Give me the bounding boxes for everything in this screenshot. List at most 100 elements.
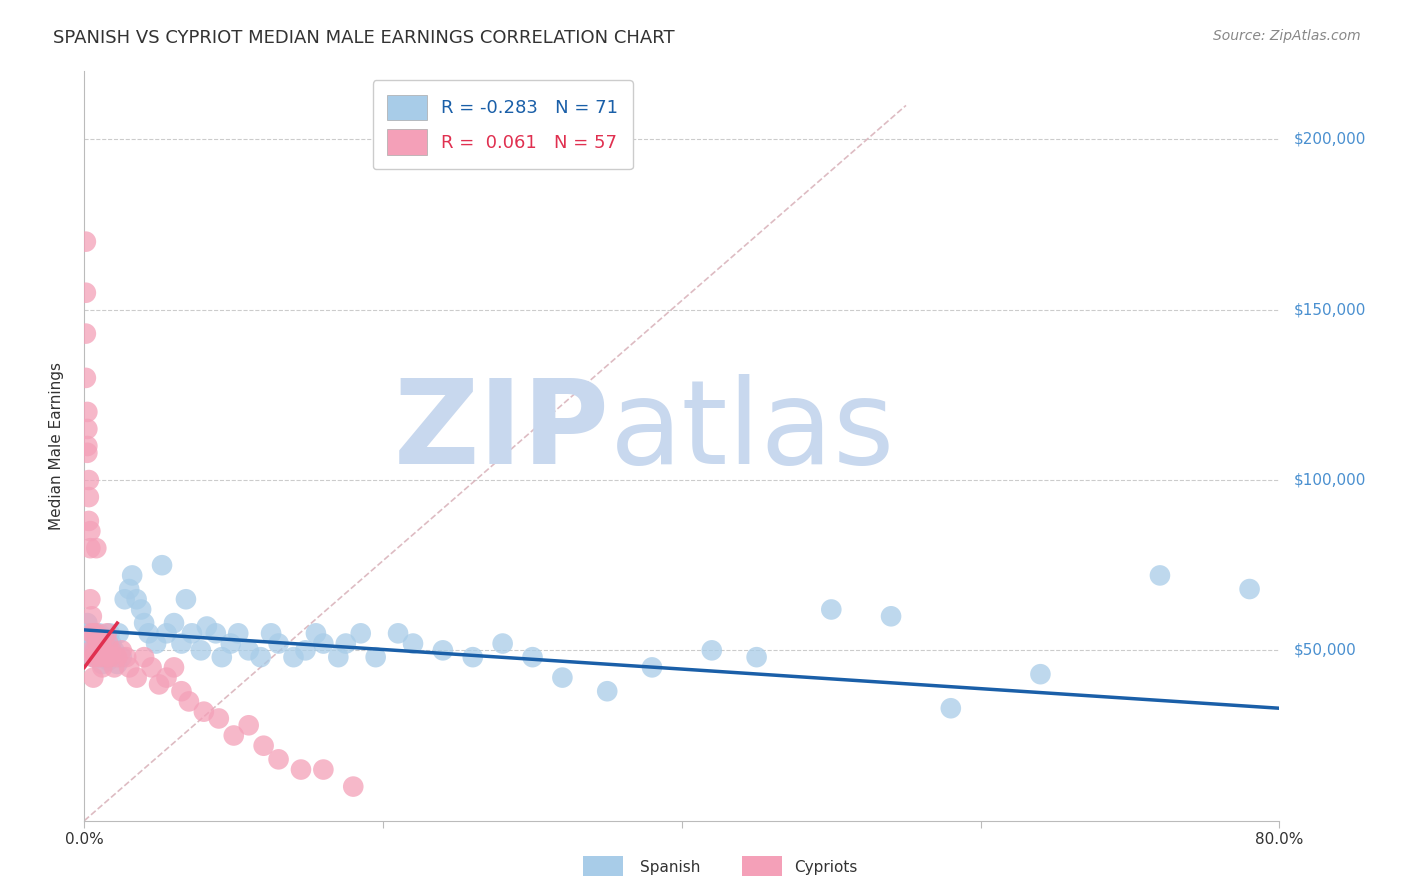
Point: [76, 616, 98, 631]
Point: [238, 643, 260, 657]
Point: [195, 619, 218, 633]
Point: [125, 671, 148, 685]
Point: [118, 582, 141, 596]
Point: [76, 439, 98, 453]
Point: [522, 650, 544, 665]
Point: [80, 643, 103, 657]
Text: $150,000: $150,000: [1294, 302, 1365, 318]
Text: Source: ZipAtlas.com: Source: ZipAtlas.com: [1213, 29, 1361, 43]
Point: [89, 650, 111, 665]
Text: $100,000: $100,000: [1294, 473, 1365, 488]
Point: [103, 643, 125, 657]
Point: [432, 643, 454, 657]
Point: [75, 285, 97, 300]
Point: [193, 705, 215, 719]
Point: [181, 626, 204, 640]
Point: [98, 650, 121, 665]
Point: [402, 636, 425, 650]
Point: [96, 626, 118, 640]
Point: [138, 626, 160, 640]
Text: ZIP: ZIP: [394, 374, 610, 489]
Point: [114, 592, 136, 607]
Point: [387, 626, 409, 640]
Point: [111, 650, 134, 665]
Point: [132, 650, 156, 665]
Point: [86, 626, 108, 640]
Text: atlas: atlas: [610, 374, 896, 489]
Point: [79, 592, 101, 607]
Point: [89, 643, 111, 657]
Point: [226, 626, 249, 640]
Point: [205, 626, 228, 640]
Point: [82, 671, 104, 685]
Point: [83, 643, 105, 657]
Point: [492, 636, 515, 650]
Point: [82, 626, 104, 640]
Point: [335, 636, 357, 650]
Point: [107, 626, 129, 640]
Point: [118, 660, 141, 674]
Point: [880, 609, 903, 624]
Point: [80, 643, 103, 657]
Point: [105, 657, 128, 671]
Point: [97, 636, 120, 650]
Point: [76, 446, 98, 460]
Point: [76, 405, 98, 419]
Point: [155, 626, 177, 640]
Point: [312, 636, 335, 650]
Point: [163, 616, 186, 631]
Point: [350, 626, 373, 640]
Point: [86, 636, 108, 650]
Point: [461, 650, 484, 665]
Point: [1029, 667, 1052, 681]
Point: [260, 626, 283, 640]
Point: [253, 739, 276, 753]
Point: [97, 654, 120, 668]
Point: [80, 609, 103, 624]
Point: [93, 643, 115, 657]
Point: [89, 626, 111, 640]
Point: [174, 592, 197, 607]
Point: [100, 636, 122, 650]
Point: [96, 650, 118, 665]
Point: [267, 752, 290, 766]
Point: [90, 643, 112, 657]
Point: [87, 636, 110, 650]
Point: [93, 630, 115, 644]
Point: [283, 650, 305, 665]
Point: [101, 647, 124, 661]
Point: [155, 671, 177, 685]
Point: [82, 650, 104, 665]
Point: [305, 626, 328, 640]
Text: $50,000: $50,000: [1294, 643, 1357, 657]
Point: [150, 558, 173, 573]
Point: [342, 780, 364, 794]
Point: [170, 636, 193, 650]
Point: [79, 636, 101, 650]
Point: [249, 650, 271, 665]
Point: [294, 643, 316, 657]
Point: [596, 684, 619, 698]
Point: [79, 524, 101, 538]
Legend: R = -0.283   N = 71, R =  0.061   N = 57: R = -0.283 N = 71, R = 0.061 N = 57: [373, 80, 633, 169]
Point: [90, 636, 112, 650]
Point: [700, 643, 723, 657]
Point: [80, 626, 103, 640]
Point: [77, 490, 100, 504]
Point: [132, 616, 156, 631]
Point: [125, 592, 148, 607]
Point: [267, 636, 290, 650]
Point: [94, 640, 117, 654]
Point: [145, 636, 167, 650]
Point: [75, 235, 97, 249]
Point: [115, 650, 138, 665]
Point: [75, 326, 97, 341]
Text: Cypriots: Cypriots: [794, 860, 858, 874]
Point: [364, 650, 387, 665]
Point: [86, 541, 108, 556]
Point: [83, 650, 105, 665]
Point: [105, 650, 128, 665]
Point: [129, 602, 152, 616]
Point: [177, 694, 200, 708]
Point: [103, 660, 125, 674]
